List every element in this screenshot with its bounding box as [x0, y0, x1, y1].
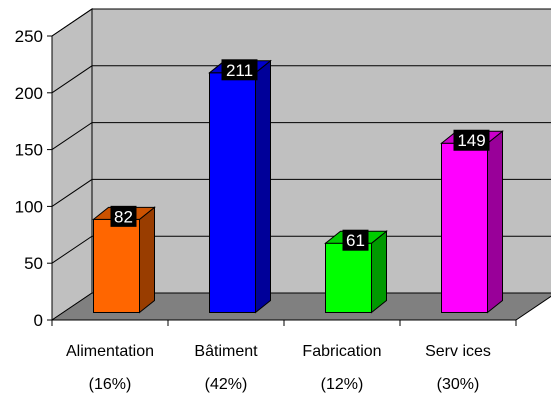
- gridline: [51, 65, 551, 94]
- data-label-box: [453, 129, 490, 151]
- gridline: [51, 178, 551, 207]
- bar-side: [255, 59, 271, 314]
- data-labels: 82 211 61 149: [110, 59, 490, 251]
- bar-front: [441, 142, 488, 313]
- data-label: 211: [226, 61, 253, 80]
- gridline: [51, 122, 551, 151]
- bar-side: [487, 130, 503, 314]
- y-tick-label: 50: [24, 254, 43, 273]
- x-tick-label: (30%): [437, 376, 480, 393]
- x-tick-label: (16%): [89, 376, 132, 393]
- x-tick-label: (42%): [205, 376, 248, 393]
- bar: [92, 206, 156, 314]
- data-label-box: [221, 59, 258, 81]
- y-axis: 0 50 100 150 200 250: [15, 27, 53, 330]
- bar-side: [139, 206, 155, 314]
- y-tick-label: 200: [15, 84, 43, 103]
- bar-side: [371, 230, 387, 314]
- gridlines: [51, 8, 551, 264]
- data-label: 149: [457, 131, 485, 150]
- gridline: [51, 235, 551, 264]
- y-tick-label: 250: [15, 27, 43, 46]
- bar-front: [209, 72, 256, 313]
- y-tick-label: 0: [34, 311, 43, 330]
- x-tick-label: Fabrication: [302, 343, 381, 360]
- bar-front: [325, 242, 372, 313]
- gridline: [51, 8, 551, 37]
- x-tick-label: Serv ices: [425, 343, 491, 360]
- data-label-box: [342, 229, 369, 251]
- data-label-box: [110, 205, 137, 227]
- y-tick-label: 100: [15, 197, 43, 216]
- data-label: 82: [114, 207, 133, 226]
- x-axis: Alimentation (16%) Bâtiment (42%) Fabricatio…: [51, 319, 517, 393]
- x-tick-label: Bâtiment: [194, 343, 258, 360]
- bar: [440, 130, 504, 314]
- y-tick-label: 150: [15, 141, 43, 160]
- x-tick-label: (12%): [321, 376, 364, 393]
- x-tick-label: Alimentation: [66, 343, 154, 360]
- bars: [92, 59, 504, 314]
- side-wall-panel: [51, 8, 93, 321]
- bar-front: [93, 218, 140, 314]
- bar: [208, 59, 272, 314]
- data-label: 61: [346, 231, 365, 250]
